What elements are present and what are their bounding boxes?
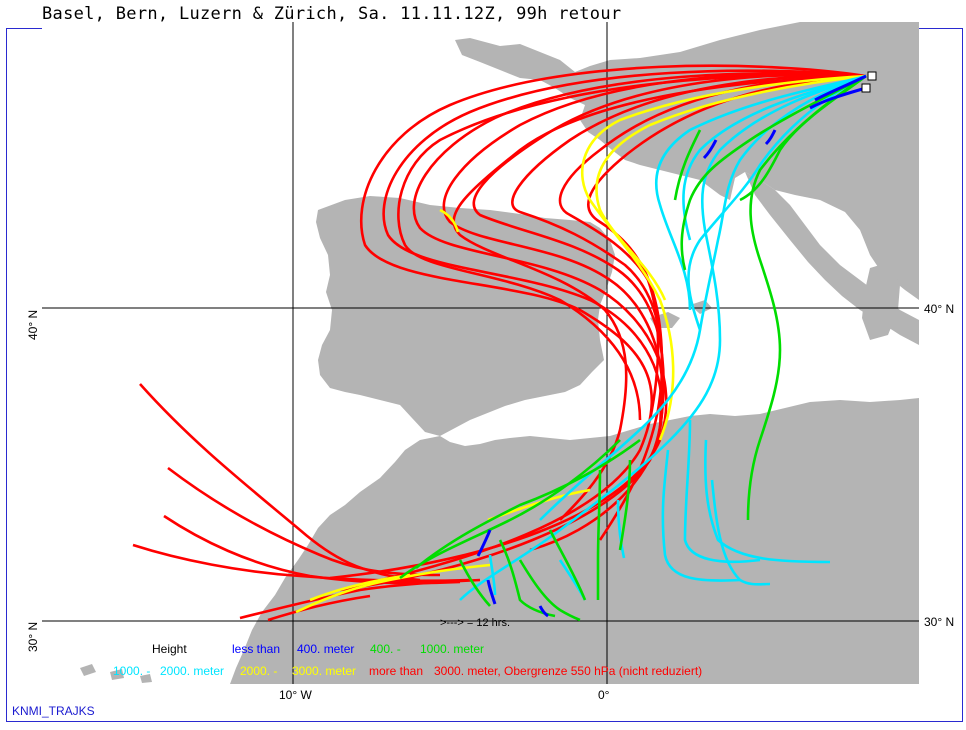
trajectories-mid-low [399, 74, 867, 622]
legend-midhigh-b: 3000. meter [292, 664, 357, 678]
legend-mid-a: 1000. - [113, 664, 151, 678]
start-marker [861, 83, 871, 93]
land-africa [230, 398, 919, 684]
start-marker [867, 71, 877, 81]
lon-label-0: 0° [598, 688, 610, 702]
trajectories-high [132, 64, 867, 622]
legend-low-a: less than [232, 642, 281, 656]
lat-label-30n-right: 30° N [924, 615, 955, 629]
legend-mid-b: 2000. meter [160, 664, 225, 678]
legend-high-b: 3000. meter, Obergrenze 550 hPa (nicht r… [434, 664, 703, 678]
legend-midlow-b: 1000. meter [420, 642, 485, 656]
land-sardinia [862, 262, 900, 340]
lon-label-10w: 10° W [279, 688, 312, 702]
trajectories-low [476, 74, 867, 618]
land-canary-2 [110, 669, 124, 680]
legend-midlow-a: 400. - [370, 642, 401, 656]
lat-label-30n: 30° N [26, 621, 40, 652]
land-iberia [316, 196, 615, 436]
map-title: Basel, Bern, Luzern & Zürich, Sa. 11.11.… [42, 4, 622, 24]
land-corsica [878, 220, 898, 258]
land-canary-3 [140, 674, 152, 683]
legend-low-b: 400. meter [297, 642, 355, 656]
land-canary [80, 664, 96, 676]
source-footer: KNMI_TRAJKS [12, 704, 95, 718]
lat-label-40n: 40° N [26, 309, 40, 340]
legend-midhigh-a: 2000. - [240, 664, 278, 678]
legend-high-a: more than [369, 664, 424, 678]
lat-label-40n-right: 40° N [924, 302, 955, 316]
land-mallorca [690, 300, 712, 314]
legend-title: Height [152, 642, 187, 656]
arrow-time-note: >---> = 12 hrs. [440, 617, 511, 629]
trajectories-mid [459, 74, 867, 601]
